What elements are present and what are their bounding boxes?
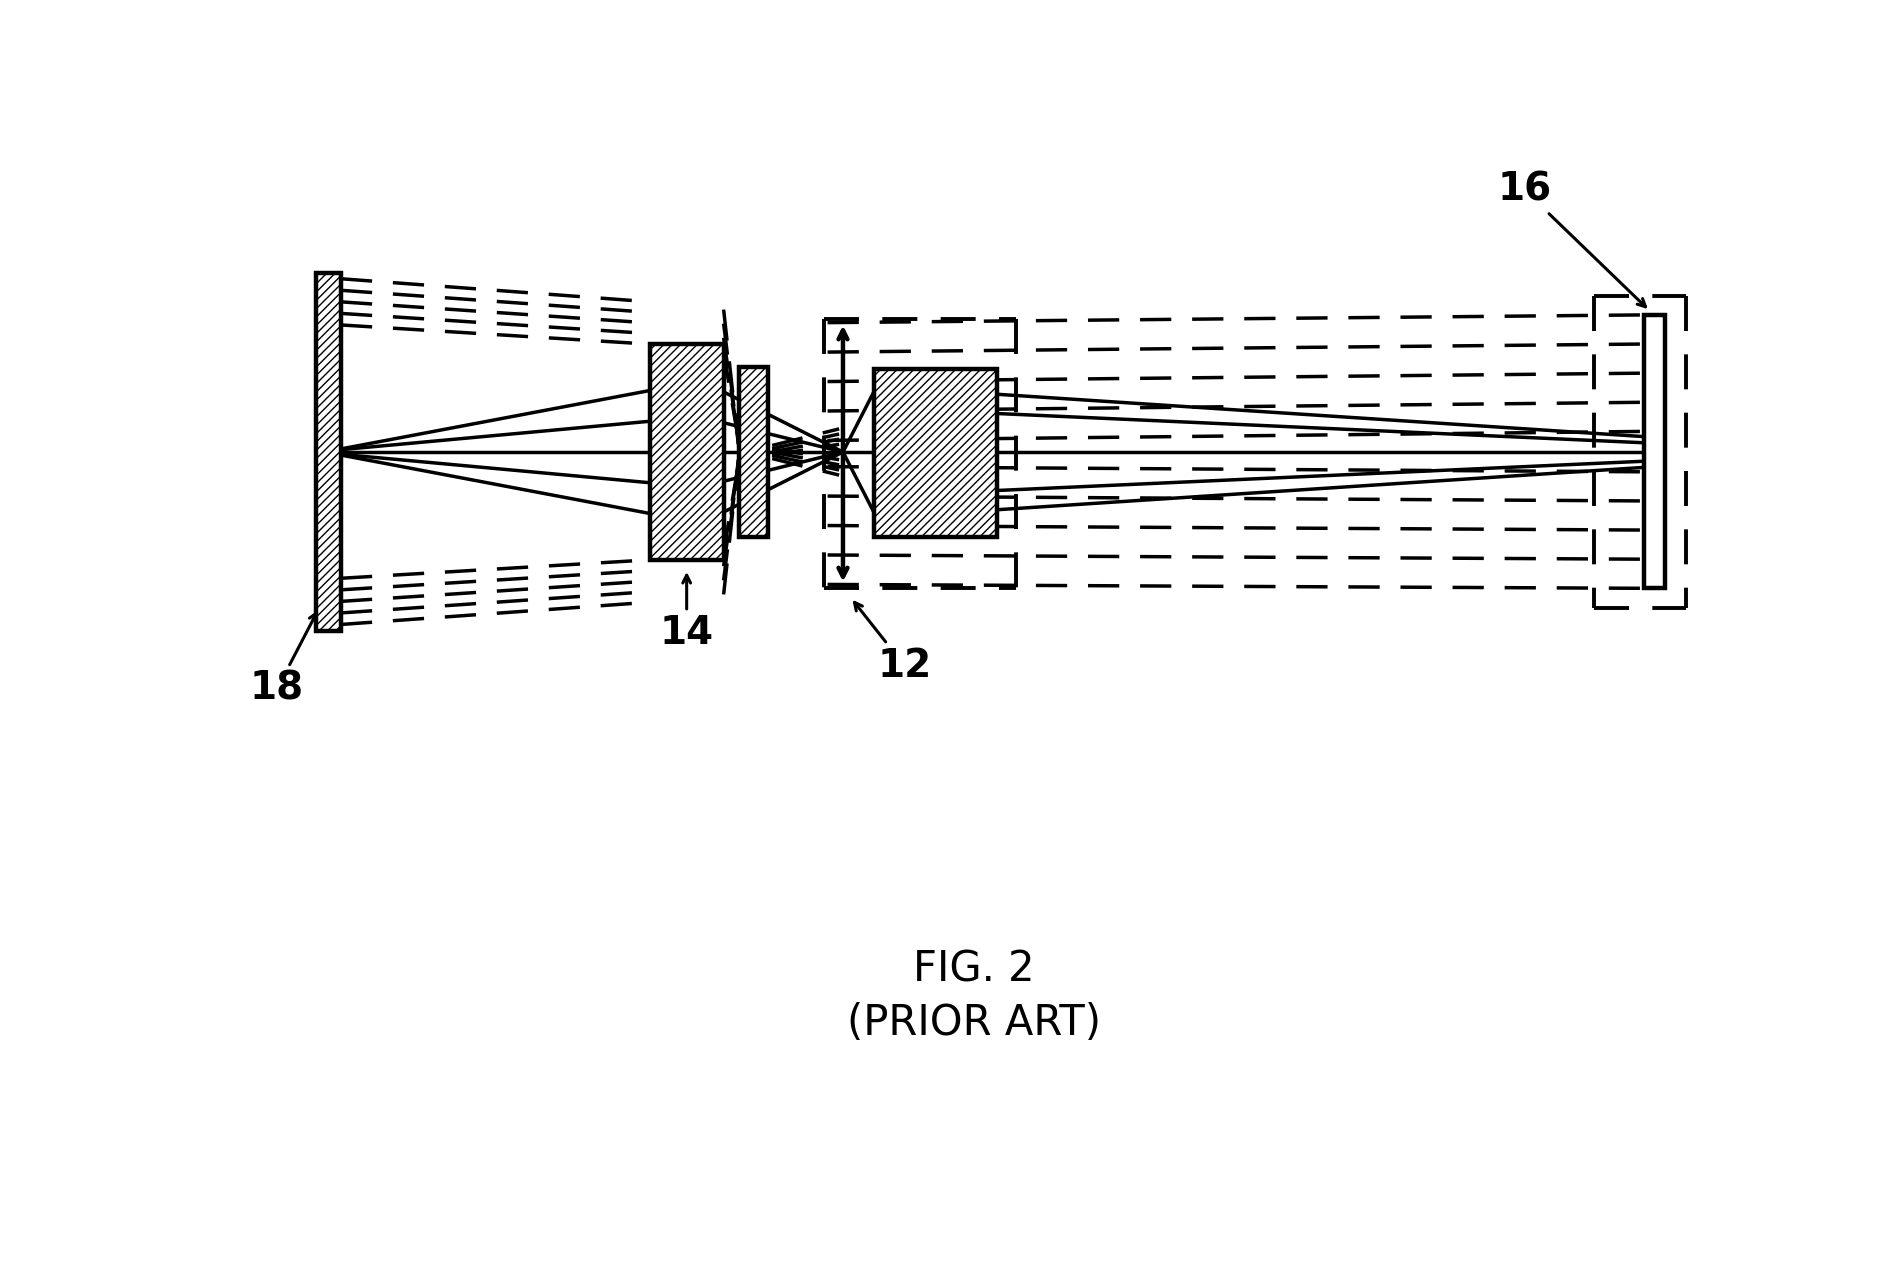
Bar [874, 369, 996, 536]
Text: (PRIOR ART): (PRIOR ART) [846, 1002, 1101, 1045]
Text: FIG. 2: FIG. 2 [912, 949, 1034, 991]
Bar [650, 345, 724, 559]
Text: 12: 12 [855, 603, 931, 684]
Bar [1644, 315, 1665, 589]
Text: 14: 14 [660, 575, 713, 653]
Text: 16: 16 [1498, 171, 1646, 306]
Bar [739, 368, 768, 536]
Text: 18: 18 [249, 613, 317, 707]
Bar [316, 272, 340, 631]
